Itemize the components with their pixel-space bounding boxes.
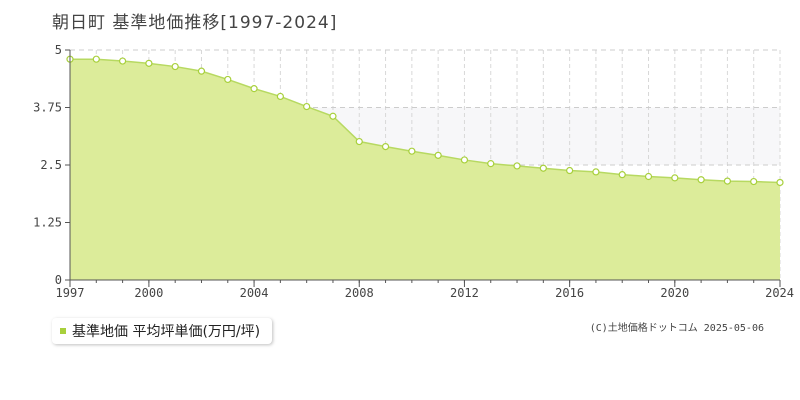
data-point [723,177,732,185]
series-line [70,58,781,184]
data-point [644,172,653,181]
data-point [145,59,153,67]
data-point [618,171,626,179]
legend-label: 基準地価 平均坪単価(万円/坪) [72,324,261,340]
data-point [355,137,363,146]
data-point [487,160,495,168]
y-tick-label: 5 [55,43,62,57]
y-tick-label: 2.5 [40,158,62,172]
legend: 基準地価 平均坪単価(万円/坪) [52,318,273,344]
data-point [697,176,705,184]
data-point [513,162,521,170]
data-point [539,164,547,172]
data-point [276,92,284,101]
y-tick-label: 3.75 [33,101,62,115]
x-tick-label: 2020 [660,286,689,300]
data-point [92,55,100,63]
legend-swatch [60,328,66,334]
chart-title: 朝日町 基準地価推移[1997-2024] [52,13,338,33]
data-point [250,85,258,93]
x-tick-label: 1997 [56,286,85,300]
y-tick-label: 0 [55,273,62,287]
x-tick-label: 2000 [134,286,163,300]
data-point [592,168,600,176]
area-series [70,59,780,281]
y-tick-label: 1.25 [33,216,62,230]
data-point [776,178,784,187]
data-point [197,67,206,75]
data-point [434,151,442,159]
data-point [329,112,337,120]
credit-text: (C)土地価格ドットコム 2025-05-06 [589,323,764,334]
data-point [224,75,232,84]
data-point [460,156,469,164]
data-point [118,57,127,65]
x-tick-label: 2012 [450,286,479,300]
data-point [750,177,758,186]
x-tick-label: 2008 [345,286,374,300]
x-tick-label: 2024 [765,286,794,300]
x-tick-label: 2016 [555,286,584,300]
data-point [671,174,679,182]
data-point [303,102,311,111]
data-point [381,143,390,151]
x-tick-label: 2004 [240,286,269,300]
data-point [566,166,574,175]
data-point [408,147,416,155]
data-point [171,62,179,71]
